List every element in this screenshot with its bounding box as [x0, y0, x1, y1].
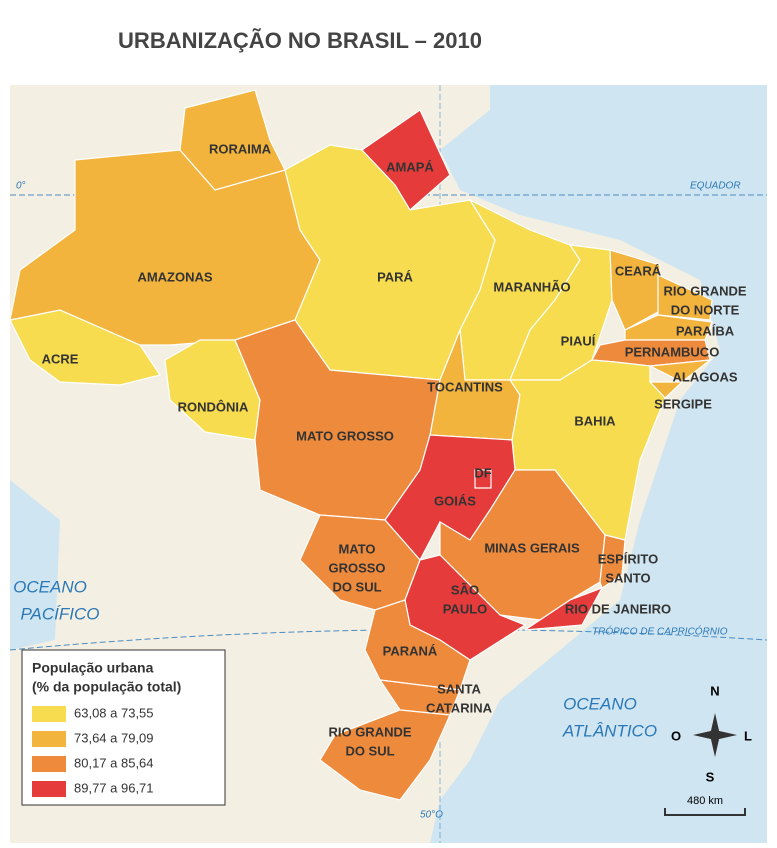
state-label: GROSSO	[328, 560, 385, 575]
compass-letter: O	[671, 728, 681, 743]
state-shape	[319, 709, 451, 801]
legend-label: 73,64 a 79,09	[74, 730, 154, 745]
state-label: PIAUÍ	[561, 333, 596, 348]
state-label: MATO GROSSO	[296, 428, 394, 443]
state-label: ESPÍRITO	[598, 551, 658, 566]
ocean-label: OCEANO	[13, 577, 87, 596]
state-label: RIO GRANDE	[328, 724, 411, 739]
legend-title: População urbana	[32, 660, 154, 676]
state-shape	[179, 89, 286, 191]
state-label: PARAÍBA	[676, 323, 735, 338]
state-label: PARÁ	[377, 269, 413, 284]
state-label: ALAGOAS	[673, 369, 738, 384]
ocean-label: ATLÂNTICO	[562, 721, 657, 740]
state-label: MARANHÃO	[493, 279, 570, 294]
tropic-label: TRÓPICO DE CAPRICÓRNIO	[592, 625, 728, 638]
state-label: DO SUL	[345, 743, 394, 758]
legend-box	[21, 649, 226, 806]
compass-letter: N	[710, 683, 719, 698]
compass-letter: S	[706, 769, 715, 784]
ocean-label: OCEANO	[563, 694, 637, 713]
state-label: SÃO	[451, 582, 479, 597]
equator-label: EQUADOR	[690, 181, 741, 192]
meridian-label: 50°O	[420, 810, 443, 821]
ocean-label: PACÍFICO	[20, 604, 99, 623]
state-label: DO SUL	[332, 579, 381, 594]
state-label: AMAPÁ	[386, 159, 434, 174]
state-shape	[474, 469, 492, 489]
state-shape	[657, 274, 713, 321]
state-label: ACRE	[42, 351, 79, 366]
scale-bar	[664, 808, 746, 816]
legend-label: 80,17 a 85,64	[74, 755, 154, 770]
scale-label: 480 km	[687, 795, 723, 807]
state-label: TOCANTINS	[427, 379, 503, 394]
legend-swatch	[32, 706, 66, 722]
atlantic-water	[430, 85, 767, 843]
state-label: RONDÔNIA	[178, 399, 249, 414]
map-title: URBANIZAÇÃO NO BRASIL – 2010	[118, 28, 482, 53]
state-label: SANTA	[437, 681, 481, 696]
state-label: BAHIA	[574, 413, 616, 428]
states: ACRE AMAZONAS RORAIMA AMAPÁ PARÁ MARANHÃO PIAU…	[9, 89, 747, 801]
legend-swatch	[32, 756, 66, 772]
state-label: AMAZONAS	[137, 269, 212, 284]
legend-swatch	[32, 781, 66, 797]
state-shape	[364, 599, 471, 691]
state-label: MINAS GERAIS	[484, 540, 580, 555]
state-label: DO NORTE	[671, 302, 740, 317]
state-label: CATARINA	[426, 700, 493, 715]
state-shape	[599, 534, 626, 589]
state-label: MATO	[338, 541, 375, 556]
state-label: GOIÁS	[434, 493, 476, 508]
state-label: RIO GRANDE	[663, 283, 746, 298]
compass-star	[693, 713, 737, 757]
compass-letter: L	[744, 728, 752, 743]
state-label: PARANÁ	[383, 643, 438, 658]
state-shape	[647, 359, 712, 383]
state-label: SERGIPE	[654, 396, 712, 411]
state-label: DF	[474, 465, 491, 480]
legend-swatch	[32, 731, 66, 747]
legend-title: (% da população total)	[32, 679, 181, 695]
state-label: PERNAMBUCO	[625, 344, 720, 359]
legend-label: 63,08 a 73,55	[74, 705, 154, 720]
equator-degree: 0°	[16, 181, 26, 192]
pacific-water	[10, 480, 60, 650]
state-label: PAULO	[443, 601, 488, 616]
compass-rose	[693, 713, 737, 757]
state-shape	[609, 249, 661, 331]
state-shape	[524, 586, 604, 631]
state-label: SANTO	[605, 570, 650, 585]
state-label: RORAIMA	[209, 141, 272, 156]
legend-label: 89,77 a 96,71	[74, 780, 154, 795]
state-label: CEARÁ	[615, 263, 662, 278]
state-label: RIO DE JANEIRO	[565, 601, 671, 616]
